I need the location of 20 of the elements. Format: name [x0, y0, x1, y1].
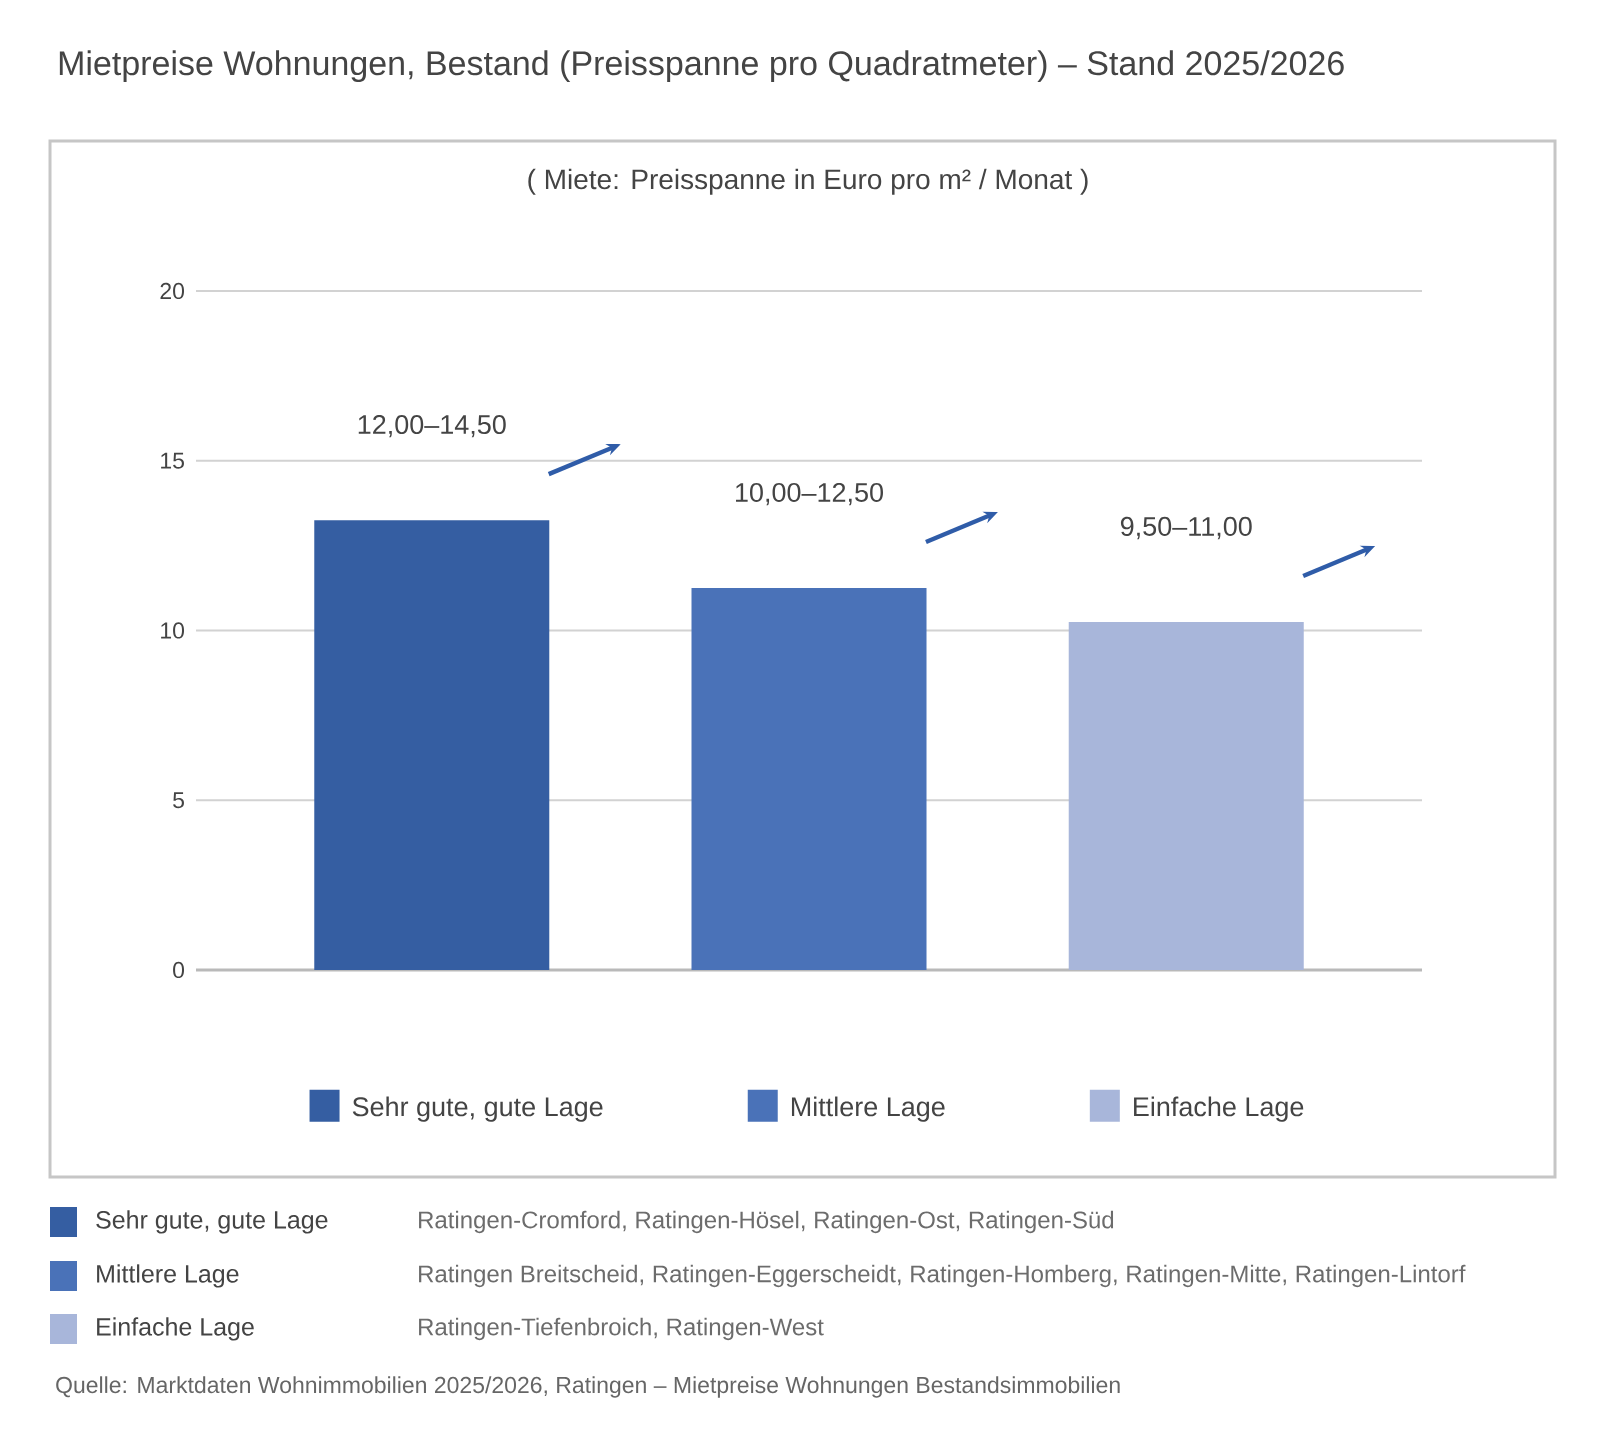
text: Ratingen-Cromford, Ratingen-Hösel, Ratingen-Ost, Ratingen-Süd — [419, 1210, 1114, 1234]
chart-subtitle: ( Miete: Preisspanne in Euro pro m² / Monat ) — [528, 168, 1088, 195]
legend-label: Einfache Lage — [1134, 1096, 1304, 1122]
text: Mittlere Lage — [97, 1264, 239, 1288]
y-tick-label: 15 — [161, 452, 184, 469]
source-note: Quelle: Marktdaten Wohnimmobilien 2025/2026, Ratingen – Mietpreise Wohnungen Bestandsimmobilien — [56, 1376, 1120, 1398]
text: Sehr gute, gute Lage — [96, 1210, 328, 1234]
y-tick-label: 5 — [173, 792, 184, 809]
legend-label: Mittlere Lage — [791, 1096, 945, 1122]
text: Einfache Lage — [97, 1317, 254, 1341]
data-label: 10,00–12,50 — [736, 482, 883, 506]
y-tick-label: 20 — [160, 282, 185, 300]
data-label: 12,00–14,50 — [358, 415, 506, 438]
y-tick-label: 10 — [161, 622, 185, 639]
text: Ratingen Breitscheid, Ratingen-Eggerscheidt, Ratingen-Homberg, Ratingen-Mitte, Ratingen-Lintorf — [419, 1264, 1466, 1288]
chart-title: Mietpreise Wohnungen, Bestand (Preisspanne pro Quadratmeter) – Stand 2025/2026 — [59, 50, 1344, 83]
data-label: 9,50–11,00 — [1120, 516, 1252, 540]
text: Ratingen-Tiefenbroich, Ratingen-West — [419, 1317, 824, 1341]
y-tick-label: 0 — [173, 961, 185, 979]
legend-label: Sehr gute, gute Lage — [352, 1096, 603, 1122]
